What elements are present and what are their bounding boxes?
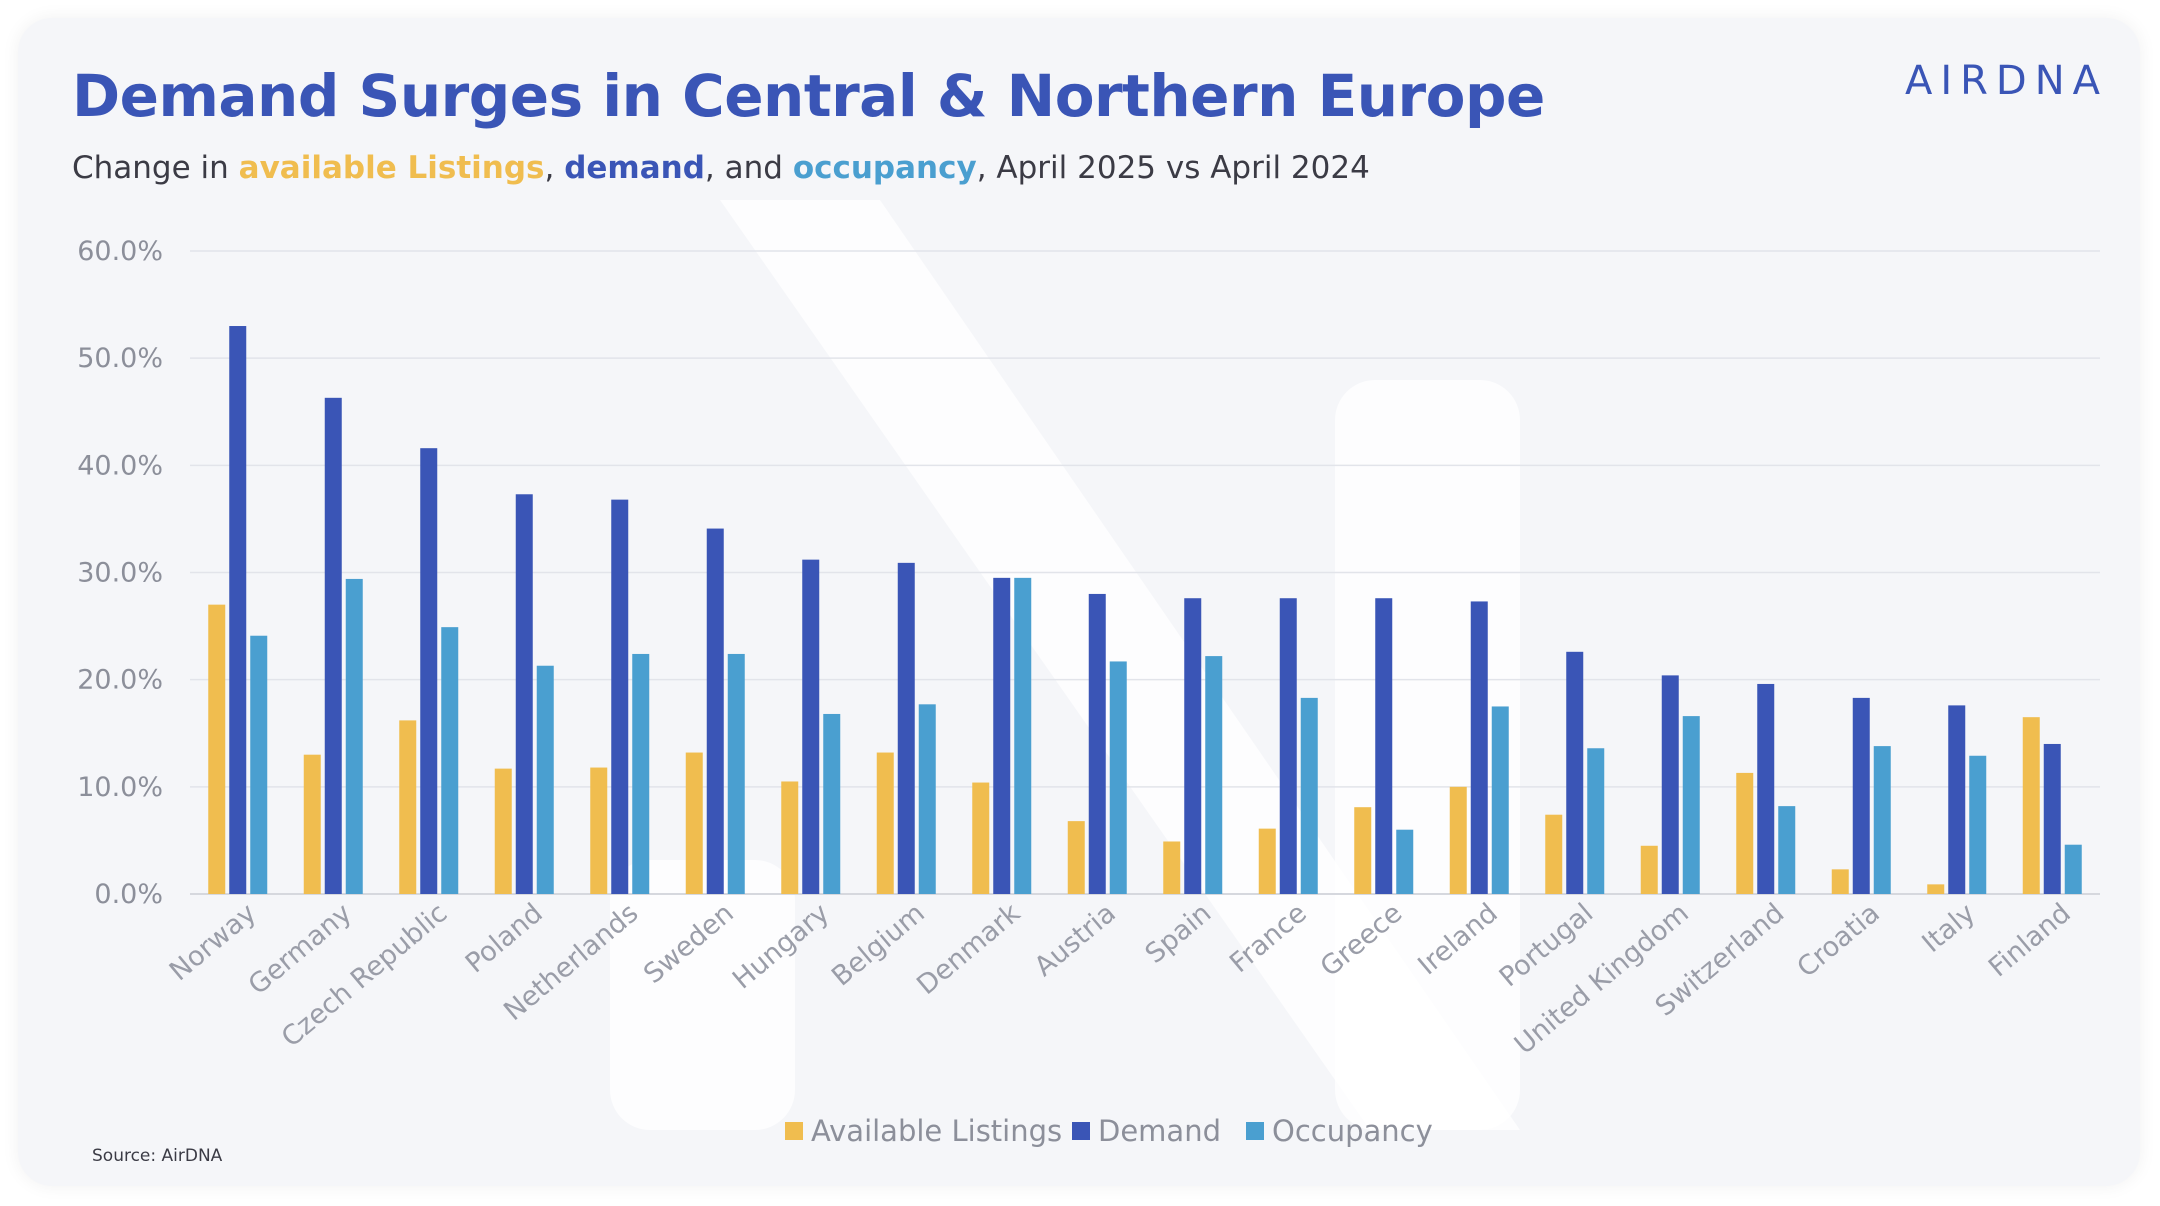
y-tick-label: 60.0% <box>77 236 163 267</box>
bar-available-listings <box>1736 772 1754 894</box>
bar-occupancy <box>2064 844 2082 894</box>
bar-occupancy <box>632 653 650 894</box>
bar-available-listings <box>1067 821 1085 894</box>
bar-occupancy <box>1396 829 1414 894</box>
y-tick-label: 50.0% <box>77 343 163 374</box>
bar-demand <box>229 326 247 894</box>
chart-subtitle: Change in available Listings, demand, an… <box>72 150 1370 186</box>
bar-occupancy <box>441 627 459 894</box>
bar-occupancy <box>536 665 554 894</box>
x-tick-label: Hungary <box>727 898 835 996</box>
bar-available-listings <box>781 781 799 894</box>
bar-available-listings <box>1354 807 1372 894</box>
legend-swatch <box>785 1122 803 1140</box>
x-tick-label: Austria <box>1029 898 1122 983</box>
bar-demand <box>1948 705 1966 894</box>
bar-demand <box>802 559 820 894</box>
bar-occupancy <box>1778 806 1796 894</box>
bar-demand <box>1852 697 1870 894</box>
x-tick-label: Poland <box>460 898 549 980</box>
x-tick-label: Greece <box>1315 898 1409 984</box>
bar-occupancy <box>1682 716 1700 894</box>
source-note: Source: AirDNA <box>92 1146 223 1166</box>
bar-available-listings <box>2022 717 2040 894</box>
bar-available-listings <box>208 604 226 894</box>
x-tick-label: Denmark <box>911 897 1026 1001</box>
chart-title: Demand Surges in Central & Northern Euro… <box>72 62 1545 130</box>
subtitle-prefix: Change in <box>72 150 239 186</box>
legend-label: Demand <box>1098 1114 1221 1148</box>
bar-available-listings <box>1258 828 1276 894</box>
bar-demand <box>1375 598 1393 894</box>
bar-demand <box>515 494 533 894</box>
x-tick-label: France <box>1224 898 1313 979</box>
subtitle-listings: available Listings <box>238 150 545 186</box>
bar-occupancy <box>345 578 363 894</box>
x-tick-label: Spain <box>1140 898 1218 970</box>
bar-demand <box>324 397 342 894</box>
bar-demand <box>1184 598 1202 894</box>
x-tick-label: Czech Republic <box>276 898 453 1054</box>
bar-demand <box>1566 651 1584 894</box>
bar-demand <box>897 562 915 894</box>
bar-available-listings <box>399 720 417 894</box>
x-tick-label: Croatia <box>1791 898 1885 984</box>
bar-available-listings <box>1449 786 1467 894</box>
y-tick-label: 10.0% <box>77 772 163 803</box>
bar-occupancy <box>250 635 268 894</box>
airdna-logo: AIRDNA <box>1904 58 2108 104</box>
bar-demand <box>2043 743 2061 894</box>
bar-occupancy <box>1587 748 1605 894</box>
bar-occupancy <box>1491 706 1509 894</box>
bar-demand <box>1757 683 1775 894</box>
x-tick-label: Finland <box>1983 898 2077 984</box>
bar-demand <box>611 499 629 894</box>
bar-available-listings <box>1163 841 1181 894</box>
x-tick-label: United Kingdom <box>1509 898 1695 1061</box>
bar-available-listings <box>685 752 703 894</box>
bar-demand <box>993 577 1011 894</box>
bar-available-listings <box>1545 814 1563 894</box>
x-tick-label: Italy <box>1916 898 1981 959</box>
bar-demand <box>1279 598 1297 894</box>
y-tick-label: 20.0% <box>77 665 163 696</box>
y-tick-label: 0.0% <box>94 879 163 910</box>
x-tick-label: Ireland <box>1412 898 1503 982</box>
bar-demand <box>706 528 724 894</box>
bar-available-listings <box>303 754 321 894</box>
bar-occupancy <box>727 653 745 894</box>
bar-occupancy <box>1205 656 1223 894</box>
legend-label: Available Listings <box>811 1114 1062 1148</box>
subtitle-suffix: , April 2025 vs April 2024 <box>976 150 1370 186</box>
bar-occupancy <box>1014 577 1032 894</box>
bar-available-listings <box>1927 884 1945 894</box>
x-tick-label: Sweden <box>638 898 740 990</box>
bar-occupancy <box>918 704 936 894</box>
bar-available-listings <box>876 752 894 894</box>
bar-demand <box>1088 593 1106 894</box>
bar-occupancy <box>1300 697 1318 894</box>
legend-swatch <box>1246 1122 1264 1140</box>
subtitle-demand: demand <box>564 150 705 186</box>
legend-swatch <box>1072 1122 1090 1140</box>
bar-occupancy <box>1109 661 1127 894</box>
bar-demand <box>1470 601 1488 894</box>
legend-label: Occupancy <box>1272 1114 1433 1148</box>
y-tick-label: 40.0% <box>77 450 163 481</box>
bar-occupancy <box>1873 746 1891 894</box>
bar-occupancy <box>823 713 841 894</box>
bar-available-listings <box>1640 845 1658 894</box>
bar-demand <box>1661 675 1679 894</box>
bar-available-listings <box>590 767 608 894</box>
bar-available-listings <box>494 768 512 894</box>
y-tick-label: 30.0% <box>77 558 163 589</box>
subtitle-sep2: , and <box>704 150 793 186</box>
subtitle-occupancy: occupancy <box>792 150 977 186</box>
bar-available-listings <box>1831 869 1849 894</box>
bar-demand <box>420 448 438 894</box>
bar-available-listings <box>972 782 990 894</box>
bar-occupancy <box>1969 755 1987 894</box>
subtitle-sep1: , <box>544 150 565 186</box>
